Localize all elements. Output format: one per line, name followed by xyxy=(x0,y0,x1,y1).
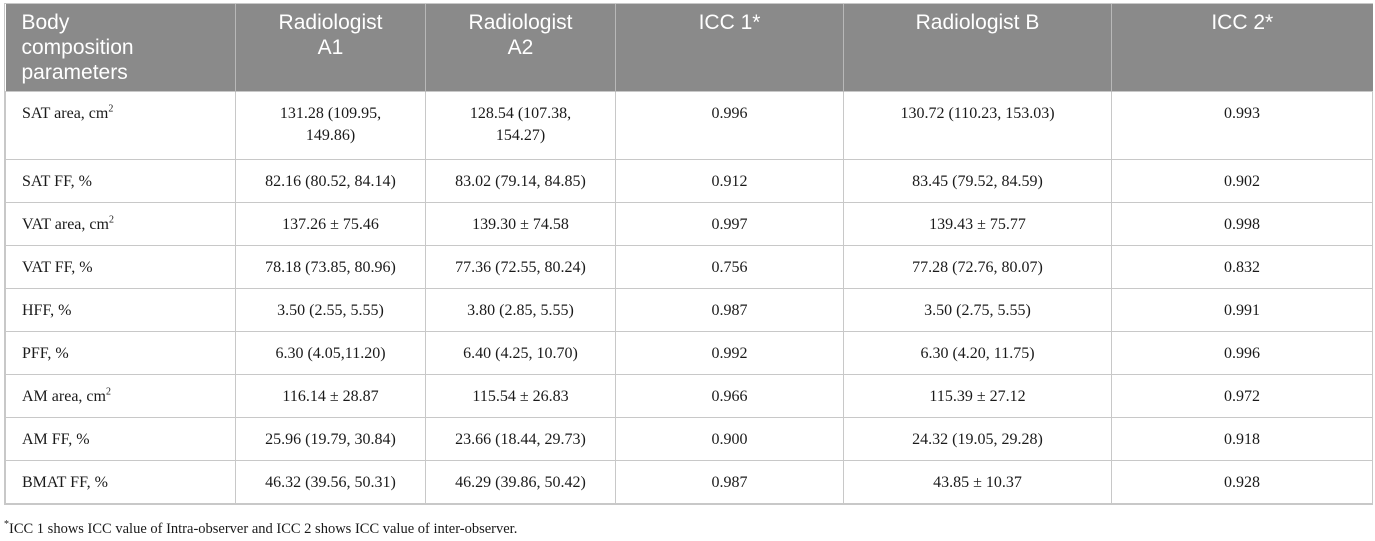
cell-radiologist-b: 43.85 ± 10.37 xyxy=(843,460,1112,504)
cell-radiologist-b: 24.32 (19.05, 29.28) xyxy=(843,417,1112,461)
cell-parameter: AM area, cm2 xyxy=(5,374,236,418)
footnote: *ICC 1 shows ICC value of Intra-observer… xyxy=(4,519,518,538)
header-line: Radiologist xyxy=(468,11,573,34)
cell-icc-1: 0.912 xyxy=(615,159,844,203)
cell-icc-1: 0.756 xyxy=(615,245,844,289)
header-row: Body composition parameters Radiologist A1 Ra… xyxy=(5,4,1373,92)
cell-radiologist-a1: 46.32 (39.56, 50.31) xyxy=(235,460,426,504)
cell-icc-2: 0.918 xyxy=(1111,417,1373,461)
table-row: VAT FF, % 78.18 (73.85, 80.96) 77.36 (72.5… xyxy=(5,245,1373,289)
cell-radiologist-a1: 6.30 (4.05,11.20) xyxy=(235,331,426,375)
table-row: BMAT FF, % 46.32 (39.56, 50.31) 46.29 (39.… xyxy=(5,460,1373,504)
cell-icc-2: 0.991 xyxy=(1111,288,1373,332)
cell-parameter: SAT FF, % xyxy=(5,159,236,203)
cell-icc-2: 0.902 xyxy=(1111,159,1373,203)
header-line: ICC 2* xyxy=(1211,11,1274,34)
cell-radiologist-a2: 83.02 (79.14, 84.85) xyxy=(425,159,616,203)
icc-table: Body composition parameters Radiologist A1 Ra… xyxy=(5,4,1373,504)
cell-icc-2: 0.993 xyxy=(1111,91,1373,160)
header-line: A1 xyxy=(317,36,344,59)
cell-icc-1: 0.987 xyxy=(615,460,844,504)
cell-radiologist-a1: 3.50 (2.55, 5.55) xyxy=(235,288,426,332)
cell-icc-1: 0.996 xyxy=(615,91,844,160)
footnote-mark: * xyxy=(4,519,9,531)
header-line: parameters xyxy=(21,61,128,84)
cell-icc-1: 0.997 xyxy=(615,202,844,246)
cell-radiologist-a1: 131.28 (109.95, 149.86) xyxy=(235,91,426,160)
header-icc-2: ICC 2* xyxy=(1111,4,1373,92)
cell-parameter: AM FF, % xyxy=(5,417,236,461)
table-row: PFF, % 6.30 (4.05,11.20) 6.40 (4.25, 10.70… xyxy=(5,331,1373,375)
cell-radiologist-a2: 46.29 (39.86, 50.42) xyxy=(425,460,616,504)
header-line: A2 xyxy=(507,36,534,59)
table-row: HFF, % 3.50 (2.55, 5.55) 3.80 (2.85, 5.55)… xyxy=(5,288,1373,332)
cell-radiologist-b: 6.30 (4.20, 11.75) xyxy=(843,331,1112,375)
parameter-unit-exponent: 2 xyxy=(105,386,111,398)
header-line: Radiologist B xyxy=(915,11,1040,34)
cell-icc-1: 0.992 xyxy=(615,331,844,375)
table-row: VAT area, cm2 137.26 ± 75.46 139.30 ± 74.5… xyxy=(5,202,1373,246)
parameter-label: AM FF, % xyxy=(22,431,90,448)
table-container: Body composition parameters Radiologist A1 Ra… xyxy=(4,3,1373,505)
table-header: Body composition parameters Radiologist A1 Ra… xyxy=(5,4,1373,92)
cell-radiologist-a2: 115.54 ± 26.83 xyxy=(425,374,616,418)
parameter-label: SAT area, cm xyxy=(22,105,109,122)
cell-icc-2: 0.928 xyxy=(1111,460,1373,504)
parameter-unit-exponent: 2 xyxy=(108,214,114,226)
cell-radiologist-a1: 25.96 (19.79, 30.84) xyxy=(235,417,426,461)
table-row: SAT area, cm2 131.28 (109.95, 149.86) 128.… xyxy=(5,91,1373,160)
cell-radiologist-b: 77.28 (72.76, 80.07) xyxy=(843,245,1112,289)
header-icc-1: ICC 1* xyxy=(615,4,844,92)
parameter-label: SAT FF, % xyxy=(22,173,93,190)
cell-parameter: HFF, % xyxy=(5,288,236,332)
header-parameters: Body composition parameters xyxy=(5,4,236,92)
header-radiologist-b: Radiologist B xyxy=(843,4,1112,92)
table-row: SAT FF, % 82.16 (80.52, 84.14) 83.02 (79.1… xyxy=(5,159,1373,203)
cell-radiologist-a2: 128.54 (107.38, 154.27) xyxy=(425,91,616,160)
cell-parameter: VAT FF, % xyxy=(5,245,236,289)
parameter-label: PFF, % xyxy=(22,345,69,362)
cell-radiologist-a2: 6.40 (4.25, 10.70) xyxy=(425,331,616,375)
cell-radiologist-b: 3.50 (2.75, 5.55) xyxy=(843,288,1112,332)
table-row: AM area, cm2 116.14 ± 28.87 115.54 ± 26.83… xyxy=(5,374,1373,418)
cell-icc-2: 0.996 xyxy=(1111,331,1373,375)
header-line: Body xyxy=(21,11,70,34)
cell-parameter: SAT area, cm2 xyxy=(5,91,236,160)
cell-radiologist-a2: 77.36 (72.55, 80.24) xyxy=(425,245,616,289)
cell-radiologist-a1: 137.26 ± 75.46 xyxy=(235,202,426,246)
parameter-label: VAT area, cm xyxy=(22,216,109,233)
cell-icc-2: 0.832 xyxy=(1111,245,1373,289)
cell-radiologist-a1: 82.16 (80.52, 84.14) xyxy=(235,159,426,203)
cell-radiologist-b: 115.39 ± 27.12 xyxy=(843,374,1112,418)
parameter-label: BMAT FF, % xyxy=(22,474,109,491)
cell-radiologist-b: 130.72 (110.23, 153.03) xyxy=(843,91,1112,160)
cell-parameter: PFF, % xyxy=(5,331,236,375)
cell-radiologist-b: 83.45 (79.52, 84.59) xyxy=(843,159,1112,203)
cell-radiologist-a2: 3.80 (2.85, 5.55) xyxy=(425,288,616,332)
parameter-label: VAT FF, % xyxy=(22,259,93,276)
cell-radiologist-a1: 116.14 ± 28.87 xyxy=(235,374,426,418)
header-radiologist-a1: Radiologist A1 xyxy=(235,4,426,92)
cell-radiologist-a1: 78.18 (73.85, 80.96) xyxy=(235,245,426,289)
cell-icc-1: 0.987 xyxy=(615,288,844,332)
cell-icc-1: 0.966 xyxy=(615,374,844,418)
cell-radiologist-a2: 139.30 ± 74.58 xyxy=(425,202,616,246)
header-radiologist-a2: Radiologist A2 xyxy=(425,4,616,92)
parameter-unit-exponent: 2 xyxy=(108,103,114,115)
cell-parameter: BMAT FF, % xyxy=(5,460,236,504)
cell-parameter: VAT area, cm2 xyxy=(5,202,236,246)
table-row: AM FF, % 25.96 (19.79, 30.84) 23.66 (18.44… xyxy=(5,417,1373,461)
header-line: Radiologist xyxy=(278,11,383,34)
table-body: SAT area, cm2 131.28 (109.95, 149.86) 128.… xyxy=(5,91,1373,504)
cell-radiologist-b: 139.43 ± 75.77 xyxy=(843,202,1112,246)
cell-icc-1: 0.900 xyxy=(615,417,844,461)
parameter-label: HFF, % xyxy=(22,302,72,319)
footnote-text: ICC 1 shows ICC value of Intra-observer … xyxy=(9,521,518,537)
header-line: composition xyxy=(21,36,134,59)
header-line: ICC 1* xyxy=(698,11,761,34)
parameter-label: AM area, cm xyxy=(22,388,106,405)
cell-icc-2: 0.972 xyxy=(1111,374,1373,418)
cell-icc-2: 0.998 xyxy=(1111,202,1373,246)
cell-radiologist-a2: 23.66 (18.44, 29.73) xyxy=(425,417,616,461)
